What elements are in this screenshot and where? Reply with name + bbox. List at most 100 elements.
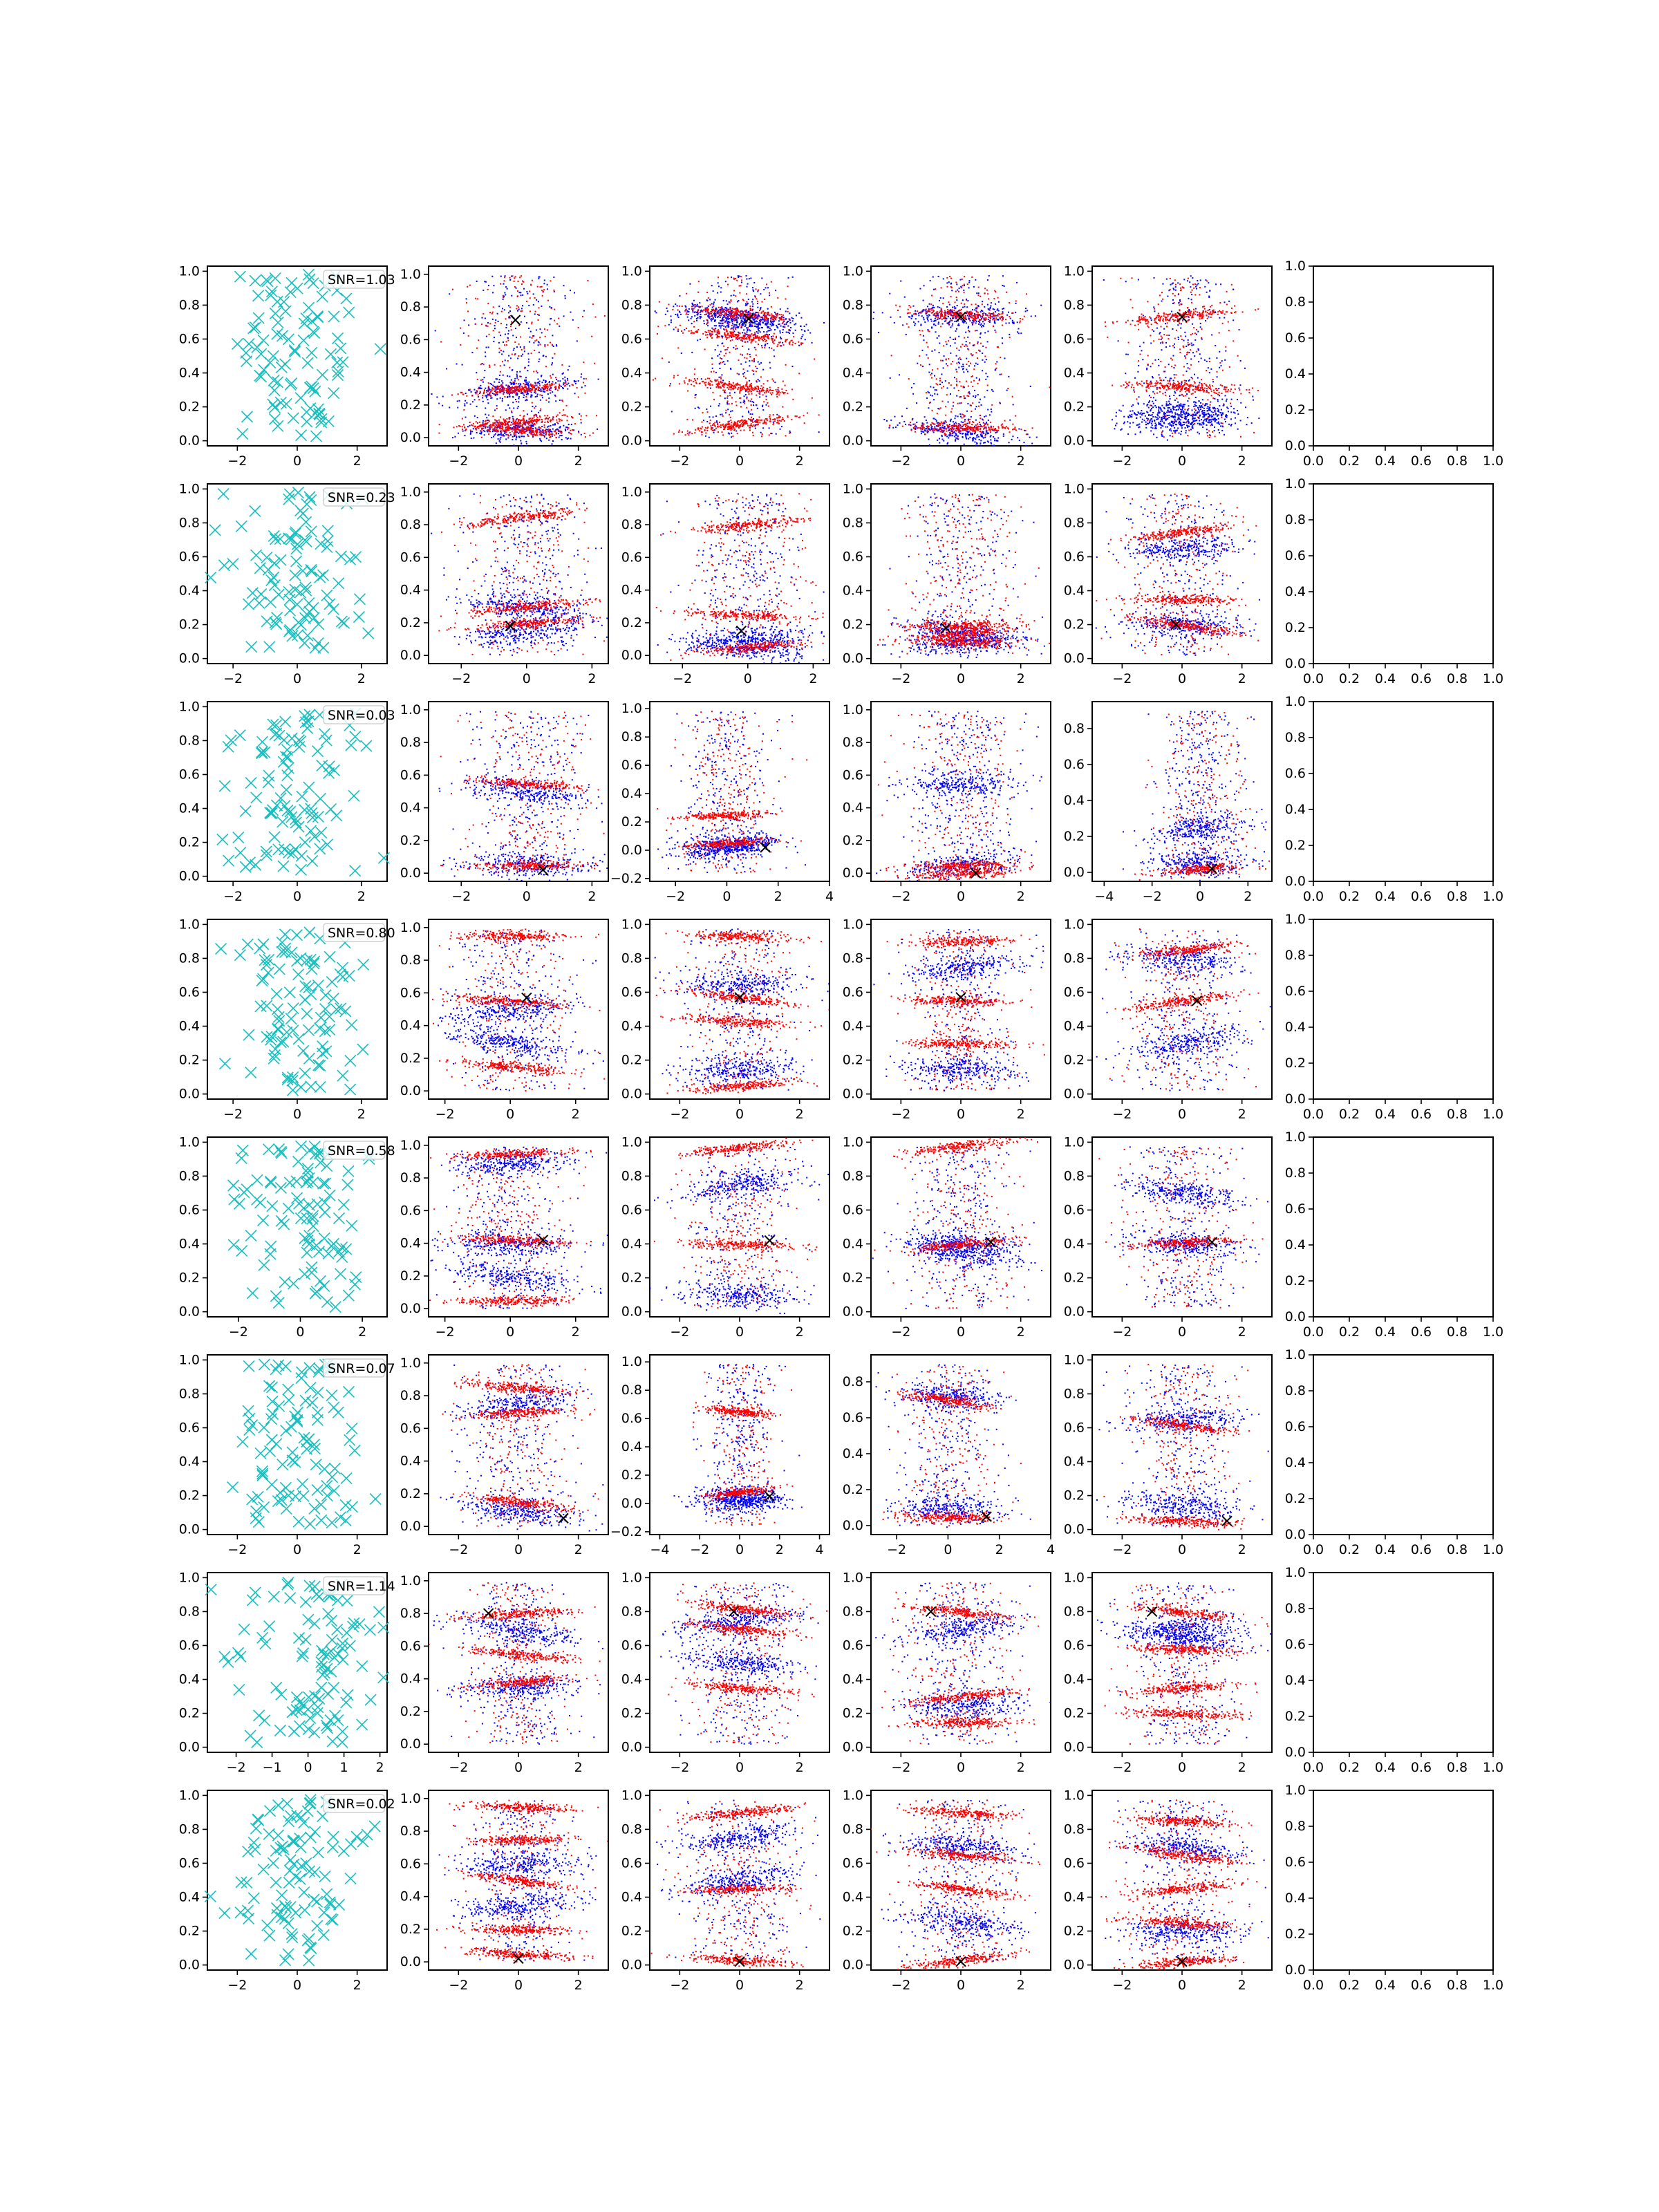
blue-point: [928, 308, 930, 310]
red-point: [484, 425, 486, 427]
blue-point: [523, 346, 525, 348]
red-point: [722, 434, 724, 436]
blue-point: [944, 320, 946, 322]
blue-point: [727, 397, 729, 399]
red-point: [728, 388, 730, 391]
red-point: [928, 309, 930, 311]
red-point: [517, 422, 519, 424]
blue-point: [743, 319, 745, 321]
red-point: [695, 429, 697, 431]
red-point: [945, 421, 947, 423]
blue-point: [937, 275, 939, 277]
blue-point: [982, 310, 984, 312]
red-point: [962, 385, 964, 387]
red-point: [757, 391, 759, 393]
red-point: [950, 384, 952, 386]
red-point: [772, 318, 774, 320]
red-point: [743, 422, 745, 424]
row-1-legend: [323, 270, 385, 289]
red-point: [782, 392, 785, 394]
red-point: [692, 309, 694, 311]
blue-point: [765, 322, 767, 324]
red-point: [570, 429, 572, 431]
red-point: [711, 384, 713, 386]
red-point: [755, 366, 757, 368]
blue-point: [530, 391, 532, 393]
red-point: [779, 341, 781, 344]
blue-point: [959, 358, 962, 360]
red-point: [969, 362, 971, 364]
blue-point: [925, 419, 927, 421]
red-point: [718, 387, 720, 389]
red-point: [592, 303, 594, 306]
red-point: [694, 368, 696, 370]
red-point: [968, 348, 970, 350]
red-point: [550, 420, 552, 422]
blue-point: [982, 359, 984, 361]
red-point: [963, 414, 965, 416]
blue-point: [963, 443, 965, 445]
red-point: [487, 394, 489, 396]
blue-point: [742, 415, 744, 418]
blue-point: [509, 310, 512, 312]
red-point: [1019, 321, 1021, 324]
blue-point: [975, 444, 977, 446]
blue-point: [541, 375, 543, 377]
blue-point: [743, 315, 745, 317]
red-point: [922, 310, 924, 312]
blue-point: [982, 435, 984, 438]
red-point: [749, 335, 751, 337]
red-point: [770, 319, 772, 321]
red-point: [977, 294, 980, 297]
red-point: [742, 335, 744, 337]
blue-point: [762, 321, 765, 324]
red-point: [758, 423, 760, 425]
red-point: [746, 357, 748, 359]
red-point: [506, 393, 508, 395]
red-point: [751, 369, 753, 371]
red-point: [722, 311, 724, 313]
red-point: [500, 422, 503, 424]
red-point: [668, 384, 671, 386]
red-point: [761, 301, 763, 303]
red-point: [530, 284, 532, 286]
blue-point: [518, 308, 520, 310]
red-point: [681, 306, 683, 308]
red-point: [955, 337, 957, 339]
blue-point: [955, 317, 957, 319]
blue-point: [776, 326, 778, 328]
red-point: [551, 344, 553, 346]
blue-point: [805, 324, 807, 326]
red-point: [752, 370, 754, 372]
red-point: [709, 334, 711, 336]
blue-point: [521, 308, 523, 310]
blue-point: [547, 426, 549, 428]
blue-point: [958, 366, 960, 368]
red-point: [726, 316, 728, 318]
blue-point: [736, 348, 738, 350]
red-point: [520, 310, 522, 312]
red-point: [523, 422, 525, 424]
red-point: [504, 422, 506, 424]
red-point: [559, 420, 561, 422]
blue-point: [525, 322, 527, 324]
red-point: [724, 334, 727, 336]
blue-point: [750, 420, 752, 422]
blue-point: [494, 409, 496, 411]
red-point: [544, 429, 546, 431]
red-point: [668, 303, 670, 306]
blue-point: [486, 430, 488, 432]
red-point: [523, 431, 525, 433]
red-point: [776, 393, 778, 395]
row-1-col-2-ytick-label: 0.4: [400, 365, 421, 380]
red-point: [766, 312, 768, 314]
sample-point: [297, 334, 310, 346]
blue-point: [509, 357, 512, 359]
blue-point: [724, 281, 727, 283]
red-point: [735, 348, 737, 350]
red-point: [937, 384, 939, 386]
blue-point: [465, 400, 467, 402]
red-point: [746, 311, 748, 313]
red-point: [744, 423, 747, 425]
red-point: [727, 429, 729, 431]
